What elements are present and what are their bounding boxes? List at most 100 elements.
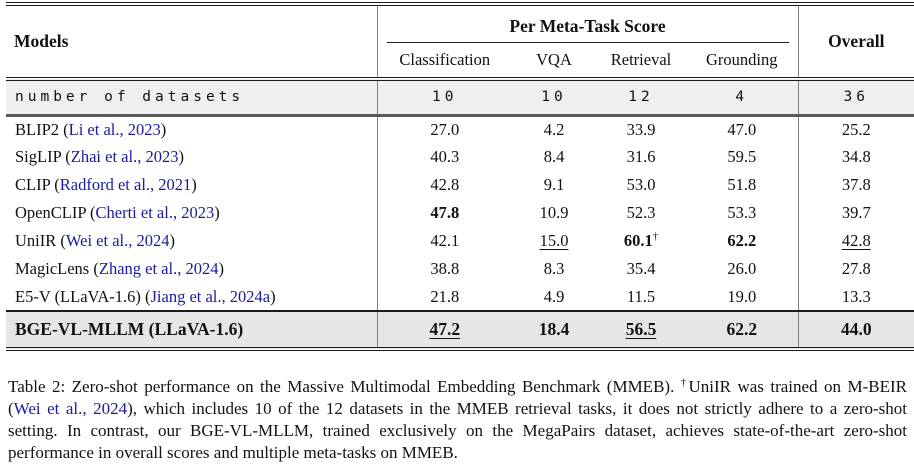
caption-text-2: UniIR was trained on M-BEIR (: [8, 377, 908, 418]
score-cell: 31.6: [596, 143, 686, 171]
score-value: 10.9: [539, 203, 569, 222]
score-value: 38.8: [430, 259, 460, 278]
score-value: 53.3: [727, 203, 757, 222]
score-cell: 33.9: [596, 115, 686, 143]
score-value: 60.1: [623, 231, 653, 250]
score-cell: 11.5: [596, 283, 686, 312]
score-value: 44.0: [840, 319, 872, 339]
citation-link[interactable]: Li et al., 2023: [68, 119, 161, 139]
score-cell: 27.0: [376, 115, 512, 143]
score-value: 19.0: [727, 286, 757, 306]
table-body: number of datasets 10 10 12 4 36 BLIP2 (Li e…: [6, 79, 914, 312]
column-header-retrieval: Retrieval: [596, 43, 686, 81]
score-cell-highlight: 47.2: [376, 311, 512, 349]
dataset-count-cell: 10: [376, 79, 512, 115]
score-value: 35.4: [626, 259, 656, 278]
citation-link[interactable]: Wei et al., 2024: [65, 231, 170, 250]
score-cell: 8.4: [512, 143, 596, 171]
score-cell: 60.1†: [596, 227, 686, 255]
score-cell: 25.2: [797, 115, 914, 143]
score-value: 47.8: [430, 203, 460, 222]
table-caption: Table 2: Zero-shot performance on the Ma…: [0, 376, 914, 464]
model-name-text: SigLIP (: [15, 147, 71, 166]
score-cell: 35.4: [596, 255, 686, 283]
score-cell: 40.3: [376, 143, 512, 171]
score-cell: 52.3: [596, 199, 686, 227]
model-name-cell: BLIP2 (Li et al., 2023): [6, 115, 377, 143]
model-row: OpenCLIP (Cherti et al., 2023) 47.8 10.9 5…: [6, 199, 914, 227]
column-header-grounding: Grounding: [686, 43, 798, 81]
model-name-text: ): [178, 147, 184, 166]
score-cell: 47.0: [686, 115, 798, 143]
score-cell: 27.8: [797, 255, 914, 283]
score-cell: 38.8: [376, 255, 512, 283]
score-cell-highlight: 56.5: [596, 311, 686, 349]
dataset-count-cell: 36: [797, 79, 914, 115]
score-cell: 42.8: [797, 227, 914, 255]
dataset-count-cell: 10: [541, 89, 567, 106]
score-value: 52.3: [626, 203, 656, 222]
score-value: 47.0: [727, 119, 757, 139]
model-row: E5-V (LLaVA-1.6) (Jiang et al., 2024a) 2…: [6, 283, 914, 312]
model-name-text: MagicLens (: [15, 259, 99, 278]
score-cell: 21.8: [376, 283, 512, 312]
score-value: 42.1: [430, 231, 460, 250]
model-name-text: ): [214, 203, 220, 222]
score-cell: 53.0: [596, 171, 686, 199]
citation-link[interactable]: Radford et al., 2021: [59, 175, 192, 194]
score-cell: 47.8: [376, 199, 512, 227]
highlight-model-name-cell: BGE-VL-MLLM (LLaVA-1.6): [15, 319, 244, 339]
score-value: 21.8: [430, 286, 460, 306]
model-name-cell: CLIP (Radford et al., 2021): [6, 171, 377, 199]
datasets-count-row: number of datasets 10 10 12 4 36: [6, 79, 914, 115]
score-value: 31.6: [626, 147, 656, 166]
score-value: 9.1: [543, 175, 565, 194]
citation-link[interactable]: Cherti et al., 2023: [95, 203, 215, 222]
score-cell-highlight: 44.0: [797, 311, 914, 349]
model-name-text: E5-V (LLaVA-1.6) (: [15, 286, 151, 306]
score-cell: 15.0: [512, 227, 596, 255]
score-value: 8.3: [543, 259, 565, 278]
bge-vl-mllm-row: BGE-VL-MLLM (LLaVA-1.6) 47.2 18.4 56.5 62.2…: [6, 311, 914, 349]
score-value: 13.3: [841, 286, 871, 306]
citation-link[interactable]: Jiang et al., 2024a: [150, 286, 271, 306]
score-value: 34.8: [841, 147, 871, 166]
score-value: 25.2: [841, 119, 871, 139]
score-cell: 13.3: [797, 283, 914, 312]
group-header-label: Per Meta-Task Score: [509, 16, 666, 36]
header-row-subcolumns: Classification VQA Retrieval Grounding: [6, 43, 914, 81]
column-header-vqa: VQA: [512, 43, 596, 81]
score-value: 51.8: [727, 175, 757, 194]
score-value: 4.2: [543, 119, 565, 139]
column-header-classification: Classification: [376, 43, 512, 81]
score-cell: 42.8: [376, 171, 512, 199]
model-name-text: ): [270, 286, 276, 306]
citation-link[interactable]: Zhai et al., 2023: [70, 147, 179, 166]
score-value: 37.8: [841, 175, 871, 194]
model-row: BLIP2 (Li et al., 2023) 27.0 4.2 33.9 47.0 2…: [6, 115, 914, 143]
score-value: 26.0: [727, 259, 757, 278]
group-header-rule: [386, 42, 789, 43]
model-name-text: ): [218, 259, 224, 278]
citation-link[interactable]: Zhang et al., 2024: [98, 259, 219, 278]
score-cell: 19.0: [686, 283, 798, 312]
caption-text-1: Table 2: Zero-shot performance on the Ma…: [8, 377, 681, 396]
score-cell: 53.3: [686, 199, 798, 227]
overall-column-header: Overall: [797, 4, 914, 81]
model-name-text: ): [191, 175, 197, 194]
model-row: UniIR (Wei et al., 2024) 42.1 15.0 60.1† 62…: [6, 227, 914, 255]
model-name-text: ): [160, 119, 167, 139]
score-cell: 39.7: [797, 199, 914, 227]
model-name-text: OpenCLIP (: [15, 203, 96, 222]
score-value: 33.9: [626, 119, 656, 139]
dagger-mark: †: [652, 230, 659, 243]
score-value: 62.2: [726, 319, 758, 339]
score-cell-highlight: 62.2: [686, 311, 798, 349]
dataset-count-cell: 4: [735, 89, 749, 106]
score-value: 62.2: [727, 231, 757, 250]
highlight-body: BGE-VL-MLLM (LLaVA-1.6) 47.2 18.4 56.5 62.2…: [6, 311, 914, 349]
score-value: 27.0: [430, 119, 460, 139]
caption-text-3: ), which includes 10 of the 12 datasets …: [8, 399, 907, 462]
score-cell: 51.8: [686, 171, 798, 199]
caption-citation-link[interactable]: Wei et al., 2024: [13, 399, 128, 418]
